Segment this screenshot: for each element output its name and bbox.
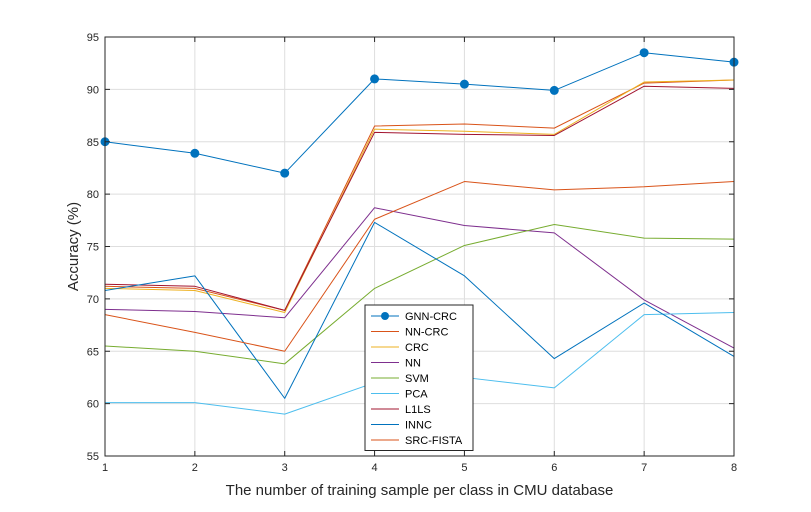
series-gnn-crc [100, 48, 739, 178]
legend-label: SVM [405, 373, 429, 385]
legend-label: SRC-FISTA [405, 435, 463, 447]
grid [105, 37, 734, 456]
legend-label: INNC [405, 420, 432, 432]
series-line-gnn-crc [104, 52, 735, 174]
series-innc [104, 221, 735, 399]
y-tick-label: 95 [87, 32, 99, 44]
legend-item-pca: PCA [371, 389, 428, 401]
x-tick-label: 3 [282, 462, 288, 474]
legend-label: L1LS [405, 404, 431, 416]
legend-item-l1ls: L1LS [371, 404, 431, 416]
y-tick-label: 80 [87, 189, 99, 201]
x-tick-label: 7 [641, 462, 647, 474]
x-tick-label: 6 [551, 462, 557, 474]
series-group [100, 48, 739, 415]
legend-item-src-fista: SRC-FISTA [371, 435, 463, 447]
axis-ticks: 1 2 3 4 5 6 7 8 55 60 65 70 75 80 85 90 95 [87, 32, 737, 474]
series-line-svm [104, 224, 735, 365]
y-tick-label: 70 [87, 294, 99, 306]
legend-label: NN [405, 358, 421, 370]
x-tick-label: 2 [192, 462, 198, 474]
legend-item-innc: INNC [371, 420, 432, 432]
data-point-gnn-crc [549, 85, 559, 95]
legend-marker [381, 312, 389, 320]
legend-item-svm: SVM [371, 373, 429, 385]
y-tick-label: 75 [87, 242, 99, 254]
legend-label: CRC [405, 342, 429, 354]
legend-label: PCA [405, 389, 428, 401]
x-axis-title: The number of training sample per class … [226, 482, 614, 499]
y-tick-label: 90 [87, 84, 99, 96]
legend-label: GNN-CRC [405, 311, 457, 323]
series-line-innc [104, 221, 735, 399]
legend: GNN-CRC NN-CRC CRC NN SVM PCA L1LS INNC SRC-FIST… [364, 304, 474, 451]
y-axis-title: Accuracy (%) [65, 202, 82, 291]
legend-label: NN-CRC [405, 327, 448, 339]
x-tick-label: 5 [461, 462, 467, 474]
x-tick-label: 1 [102, 462, 108, 474]
series-svm [104, 224, 735, 365]
data-point-gnn-crc [190, 148, 200, 158]
legend-item-gnn-crc: GNN-CRC [371, 311, 457, 323]
series-src-fista [104, 181, 735, 352]
x-tick-label: 4 [372, 462, 378, 474]
y-tick-label: 60 [87, 399, 99, 411]
series-l1ls [104, 85, 735, 311]
series-line-crc [104, 79, 735, 313]
legend-item-nn: NN [371, 358, 421, 370]
x-tick-label: 8 [731, 462, 737, 474]
series-line-nn [104, 207, 735, 349]
y-tick-label: 55 [87, 451, 99, 463]
data-point-gnn-crc [280, 168, 290, 178]
y-tick-label: 85 [87, 137, 99, 149]
legend-item-nn-crc: NN-CRC [371, 327, 448, 339]
series-crc [104, 79, 735, 313]
data-point-gnn-crc [639, 48, 649, 58]
legend-item-crc: CRC [371, 342, 429, 354]
series-line-src-fista [104, 181, 735, 352]
y-tick-label: 65 [87, 346, 99, 358]
data-point-gnn-crc [370, 74, 380, 84]
series-nn [104, 207, 735, 349]
series-line-l1ls [104, 85, 735, 311]
data-point-gnn-crc [459, 79, 469, 89]
